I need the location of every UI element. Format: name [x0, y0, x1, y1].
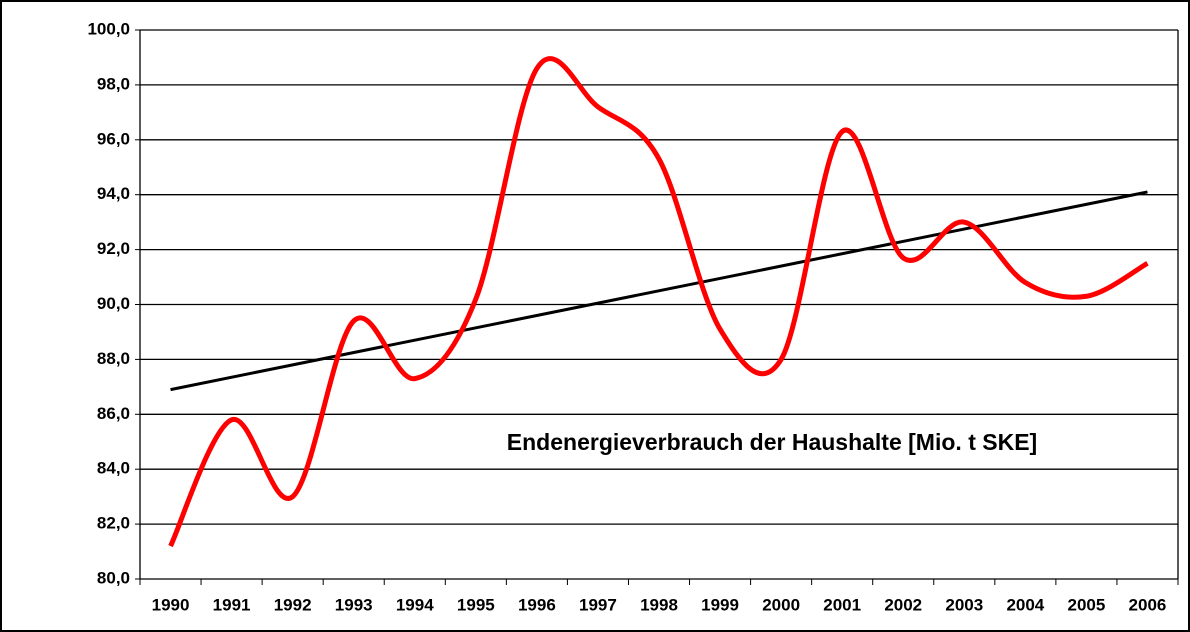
x-tick-label: 2000	[762, 595, 800, 614]
x-tick-label: 2002	[884, 595, 922, 614]
y-tick-label: 94,0	[97, 184, 130, 203]
y-tick-label: 98,0	[97, 74, 130, 93]
x-tick-label: 1998	[640, 595, 678, 614]
y-tick-label: 88,0	[97, 349, 130, 368]
data-line	[168, 56, 1149, 548]
y-tick-label: 90,0	[97, 294, 130, 313]
y-tick-label: 84,0	[97, 459, 130, 478]
x-tick-label: 1994	[396, 595, 434, 614]
x-tick-label: 2003	[945, 595, 983, 614]
x-tick-label: 2005	[1067, 595, 1105, 614]
y-tick-label: 92,0	[97, 239, 130, 258]
x-tick-label: 1993	[335, 595, 373, 614]
x-tick-label: 2001	[823, 595, 861, 614]
chart-title: Endenergieverbrauch der Haushalte [Mio. …	[507, 429, 1037, 455]
y-tick-label: 80,0	[97, 568, 130, 587]
y-tick-label: 86,0	[97, 404, 130, 423]
x-tick-label: 1996	[518, 595, 556, 614]
x-tick-label: 1995	[457, 595, 495, 614]
y-tick-label: 100,0	[87, 19, 130, 38]
x-tick-label: 1990	[152, 595, 190, 614]
x-tick-label: 1997	[579, 595, 617, 614]
x-tick-label: 1999	[701, 595, 739, 614]
y-tick-label: 82,0	[97, 514, 130, 533]
x-tick-label: 2006	[1129, 595, 1167, 614]
trend-line	[170, 190, 1148, 392]
x-tick-label: 1991	[213, 595, 251, 614]
y-tick-label: 96,0	[97, 129, 130, 148]
x-tick-label: 1992	[274, 595, 312, 614]
x-tick-label: 2004	[1006, 595, 1044, 614]
